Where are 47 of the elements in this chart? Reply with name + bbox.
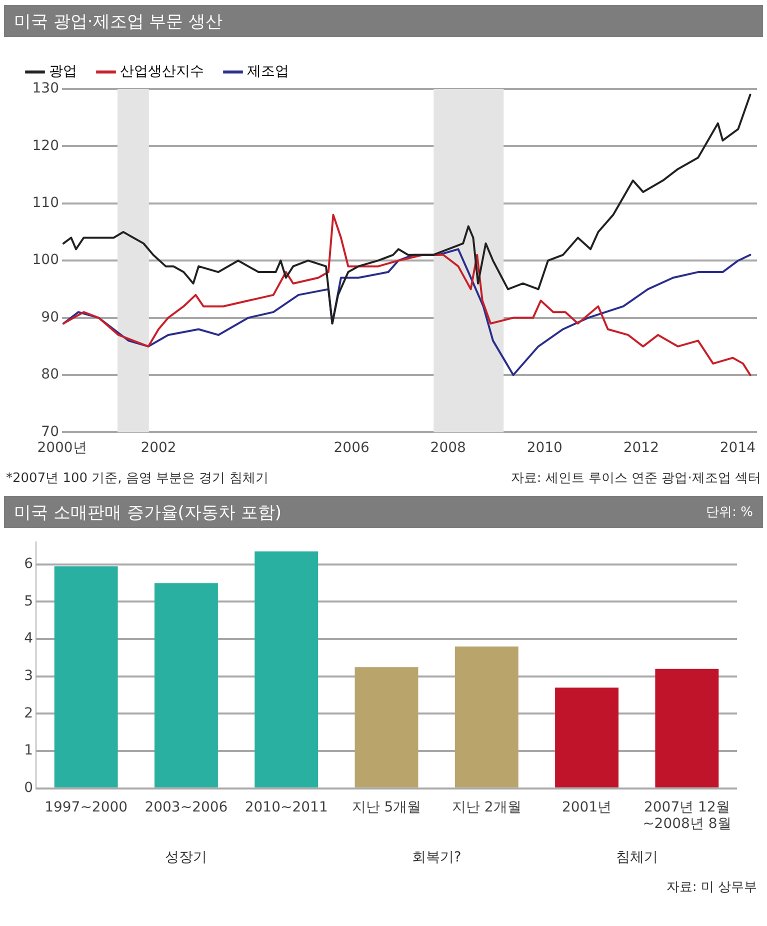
y-tick-label: 4 bbox=[24, 630, 34, 647]
bar bbox=[254, 551, 318, 788]
x-tick-label: 지난 2개월 bbox=[452, 799, 522, 816]
x-tick-label: 2008 bbox=[430, 440, 466, 456]
x-tick-label: 2014 bbox=[720, 440, 756, 456]
y-tick-label: 100 bbox=[32, 252, 59, 268]
bar bbox=[454, 646, 518, 788]
x-tick-label: 2006 bbox=[334, 440, 370, 456]
y-tick-label: 120 bbox=[32, 138, 59, 154]
x-tick-label: 2000년 bbox=[37, 440, 87, 456]
x-tick-label: 2003~2006 bbox=[144, 799, 228, 816]
y-tick-label: 3 bbox=[24, 668, 33, 684]
x-tick-label: 2010 bbox=[526, 440, 562, 456]
chart-title: 미국 광업·제조업 부문 생산 bbox=[14, 10, 223, 32]
text: *2007년 100 기준, 음영 부분은 경기 침체기 bbox=[6, 470, 268, 487]
x-tick-label: 2002 bbox=[140, 440, 176, 456]
y-tick-label: 2 bbox=[24, 705, 33, 722]
text: 성장기 bbox=[165, 850, 208, 866]
legend-label: 광업 bbox=[49, 64, 77, 80]
y-tick-label: 5 bbox=[24, 593, 33, 610]
bar bbox=[154, 583, 218, 788]
y-tick-label: 130 bbox=[32, 80, 59, 97]
y-tick-label: 0 bbox=[24, 780, 33, 796]
chart-title: 미국 소매판매 증가율(자동차 포함) bbox=[14, 502, 282, 524]
legend-label: 산업생산지수 bbox=[120, 64, 204, 80]
chart-subtitle: 단위: % bbox=[706, 504, 753, 521]
x-tick-label: 2010~2011 bbox=[244, 799, 328, 816]
text: 침체기 bbox=[616, 850, 658, 866]
y-tick-label: 110 bbox=[32, 195, 59, 212]
text: 자료: 세인트 루이스 연준 광업·제조업 섹터 bbox=[510, 470, 761, 487]
x-tick-label: 지난 5개월 bbox=[352, 799, 422, 816]
text: 자료: 미 상무부 bbox=[666, 880, 757, 895]
bar bbox=[555, 688, 619, 788]
x-tick-label: 1997~2000 bbox=[44, 799, 128, 816]
y-tick-label: 80 bbox=[41, 366, 59, 383]
bar bbox=[354, 667, 418, 788]
y-tick-label: 6 bbox=[24, 556, 34, 572]
legend-label: 제조업 bbox=[247, 64, 289, 80]
y-tick-label: 90 bbox=[41, 309, 59, 326]
x-tick-label: 2001년 bbox=[562, 799, 612, 816]
y-tick-label: 1 bbox=[24, 742, 33, 759]
x-tick-label: 2007년 12월 ~2008년 8월 bbox=[642, 799, 732, 832]
y-tick-label: 70 bbox=[41, 424, 59, 440]
text: 회복기? bbox=[412, 850, 462, 866]
x-tick-label: 2012 bbox=[623, 440, 659, 456]
bar bbox=[655, 668, 719, 788]
bar bbox=[54, 566, 118, 788]
